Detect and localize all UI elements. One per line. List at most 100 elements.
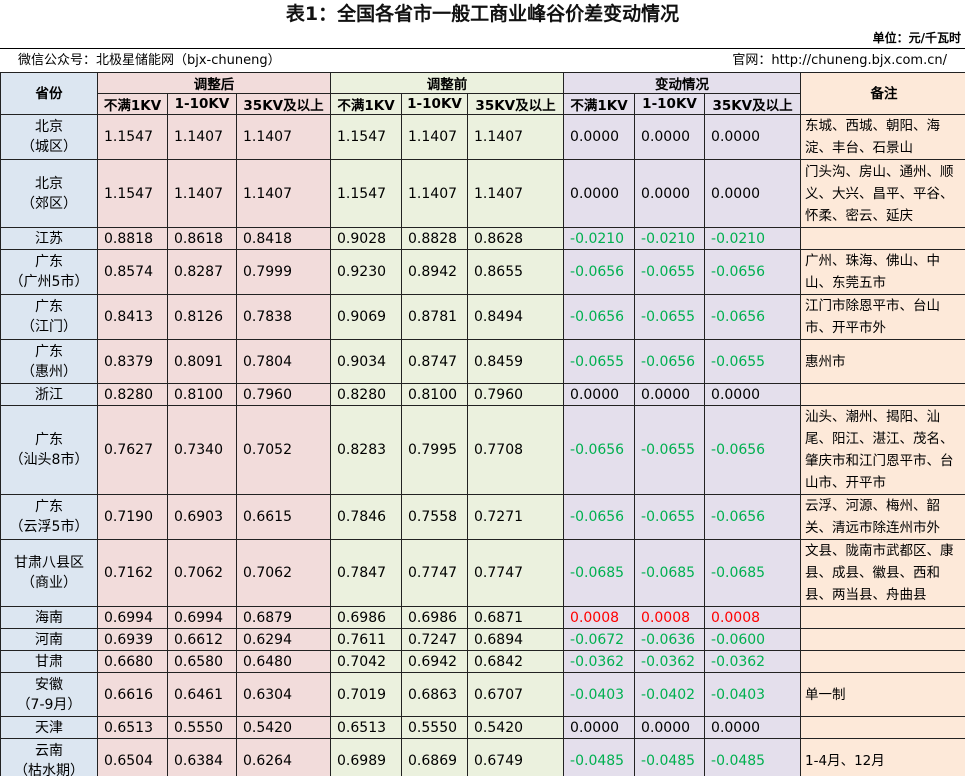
province-cell: 广东 （惠州） xyxy=(0,339,98,384)
change-value: 0.0000 xyxy=(704,383,802,406)
province-name: 天津 xyxy=(35,719,63,736)
change-value: 0.0000 xyxy=(704,159,802,228)
after-value: 0.6461 xyxy=(167,672,237,717)
after-value: 0.7838 xyxy=(235,294,332,340)
wechat-label: 微信公众号：北极星储能网（bjx-chuneng） xyxy=(18,53,281,68)
after-value: 0.6304 xyxy=(235,672,332,717)
after-value: 0.6994 xyxy=(97,606,168,629)
note-cell: 1-4月、12月 xyxy=(800,738,965,776)
change-value: -0.0656 xyxy=(704,494,802,540)
after-value: 0.7627 xyxy=(97,405,168,495)
change-value: -0.0403 xyxy=(563,672,636,717)
after-value: 0.7804 xyxy=(235,339,332,384)
note-cell: 门头沟、房山、通州、顺义、大兴、昌平、平谷、怀柔、密云、延庆 xyxy=(800,159,965,228)
after-value: 0.7999 xyxy=(235,249,332,295)
province-cell: 安徽 （7-9月） xyxy=(0,672,98,717)
note-cell xyxy=(800,628,965,651)
province-cell: 甘肃八县区 （商业） xyxy=(0,539,98,607)
after-value: 1.1407 xyxy=(167,114,237,160)
sheet-title: 表1：全国各省市一般工商业峰谷价差变动情况 xyxy=(285,3,680,25)
table-row: 甘肃 0.6680 0.6580 0.6480 0.7042 0.6942 0.6842 -0… xyxy=(0,650,965,673)
province-name: （惠州） xyxy=(21,363,77,380)
before-value: 0.6989 xyxy=(330,738,403,776)
province-cell: 广东 （江门） xyxy=(0,294,98,340)
province-name: （枯水期） xyxy=(14,762,84,776)
subheader-voltage: 35KV及以上 xyxy=(704,93,802,115)
before-value: 0.7558 xyxy=(401,494,469,540)
change-value: -0.0362 xyxy=(634,650,706,673)
before-value: 0.8283 xyxy=(330,405,403,495)
province-name: 广东 xyxy=(35,343,63,360)
table-row: 广东 （惠州） 0.8379 0.8091 0.7804 0.9034 0.8747 0.84… xyxy=(0,339,965,384)
province-name: （云浮5市） xyxy=(9,519,89,535)
change-value: -0.0685 xyxy=(563,539,636,607)
after-value: 0.6513 xyxy=(97,716,168,739)
subheader-voltage: 1-10KV xyxy=(634,93,706,115)
before-value: 0.6894 xyxy=(467,628,565,651)
before-value: 0.6863 xyxy=(401,672,469,717)
table-row: 甘肃八县区 （商业） 0.7162 0.7062 0.7062 0.7847 0.7747 0… xyxy=(0,539,965,607)
after-value: 0.6903 xyxy=(167,494,237,540)
header-before: 调整前 xyxy=(330,72,565,94)
after-value: 0.7340 xyxy=(167,405,237,495)
change-value: -0.0656 xyxy=(563,494,636,540)
province-name: （汕头8市） xyxy=(9,452,89,468)
before-value: 0.6513 xyxy=(330,716,403,739)
after-value: 0.6879 xyxy=(235,606,332,629)
after-value: 0.7960 xyxy=(235,383,332,406)
province-cell: 江苏 xyxy=(0,227,98,250)
after-value: 0.7190 xyxy=(97,494,168,540)
before-value: 0.8655 xyxy=(467,249,565,295)
change-value: -0.0403 xyxy=(704,672,802,717)
before-value: 0.8628 xyxy=(467,227,565,250)
before-value: 0.6749 xyxy=(467,738,565,776)
before-value: 0.8942 xyxy=(401,249,469,295)
table-row: 河南 0.6939 0.6612 0.6294 0.7611 0.7247 0.6894 -0… xyxy=(0,628,965,651)
after-value: 0.6580 xyxy=(167,650,237,673)
note-cell xyxy=(800,227,965,250)
after-value: 0.5420 xyxy=(235,716,332,739)
after-value: 1.1407 xyxy=(167,159,237,228)
table-row: 安徽 （7-9月） 0.6616 0.6461 0.6304 0.7019 0.6863 0.… xyxy=(0,672,965,717)
before-value: 0.6986 xyxy=(330,606,403,629)
after-value: 0.6612 xyxy=(167,628,237,651)
table-row: 天津 0.6513 0.5550 0.5420 0.6513 0.5550 0.5420 0.… xyxy=(0,716,965,739)
province-cell: 天津 xyxy=(0,716,98,739)
table-row: 北京 （郊区） 1.1547 1.1407 1.1407 1.1547 1.1407 1.14… xyxy=(0,159,965,228)
subheader-voltage: 35KV及以上 xyxy=(467,93,565,115)
after-value: 1.1407 xyxy=(235,159,332,228)
before-value: 0.8280 xyxy=(330,383,403,406)
province-name: 河南 xyxy=(35,631,63,648)
before-value: 0.6986 xyxy=(401,606,469,629)
before-value: 0.7747 xyxy=(467,539,565,607)
before-value: 0.6869 xyxy=(401,738,469,776)
after-value: 0.7052 xyxy=(235,405,332,495)
header-note: 备注 xyxy=(800,72,965,115)
change-value: 0.0000 xyxy=(634,716,706,739)
change-value: 0.0000 xyxy=(704,716,802,739)
before-value: 0.7960 xyxy=(467,383,565,406)
before-value: 0.9028 xyxy=(330,227,403,250)
after-value: 0.8280 xyxy=(97,383,168,406)
website-label: 官网：http://chuneng.bjx.com.cn/ xyxy=(732,53,947,68)
before-value: 0.7708 xyxy=(467,405,565,495)
before-value: 0.6842 xyxy=(467,650,565,673)
note-cell: 汕头、潮州、揭阳、汕尾、阳江、湛江、茂名、肇庆市和江门恩平市、台山市、开平市 xyxy=(800,405,965,495)
note-cell: 东城、西城、朝阳、海淀、丰台、石景山 xyxy=(800,114,965,160)
province-name: 北京 xyxy=(35,119,63,135)
after-value: 1.1547 xyxy=(97,114,168,160)
change-value: -0.0655 xyxy=(634,249,706,295)
note-cell: 广州、珠海、佛山、中山、东莞五市 xyxy=(800,249,965,295)
change-value: -0.0655 xyxy=(704,339,802,384)
before-value: 0.8100 xyxy=(401,383,469,406)
before-value: 0.7846 xyxy=(330,494,403,540)
after-value: 0.6616 xyxy=(97,672,168,717)
after-value: 0.7162 xyxy=(97,539,168,607)
before-value: 0.9069 xyxy=(330,294,403,340)
change-value: -0.0210 xyxy=(634,227,706,250)
before-value: 0.9230 xyxy=(330,249,403,295)
change-value: 0.0000 xyxy=(563,114,636,160)
province-cell: 北京 （城区） xyxy=(0,114,98,160)
before-value: 0.9034 xyxy=(330,339,403,384)
change-value: -0.0685 xyxy=(704,539,802,607)
